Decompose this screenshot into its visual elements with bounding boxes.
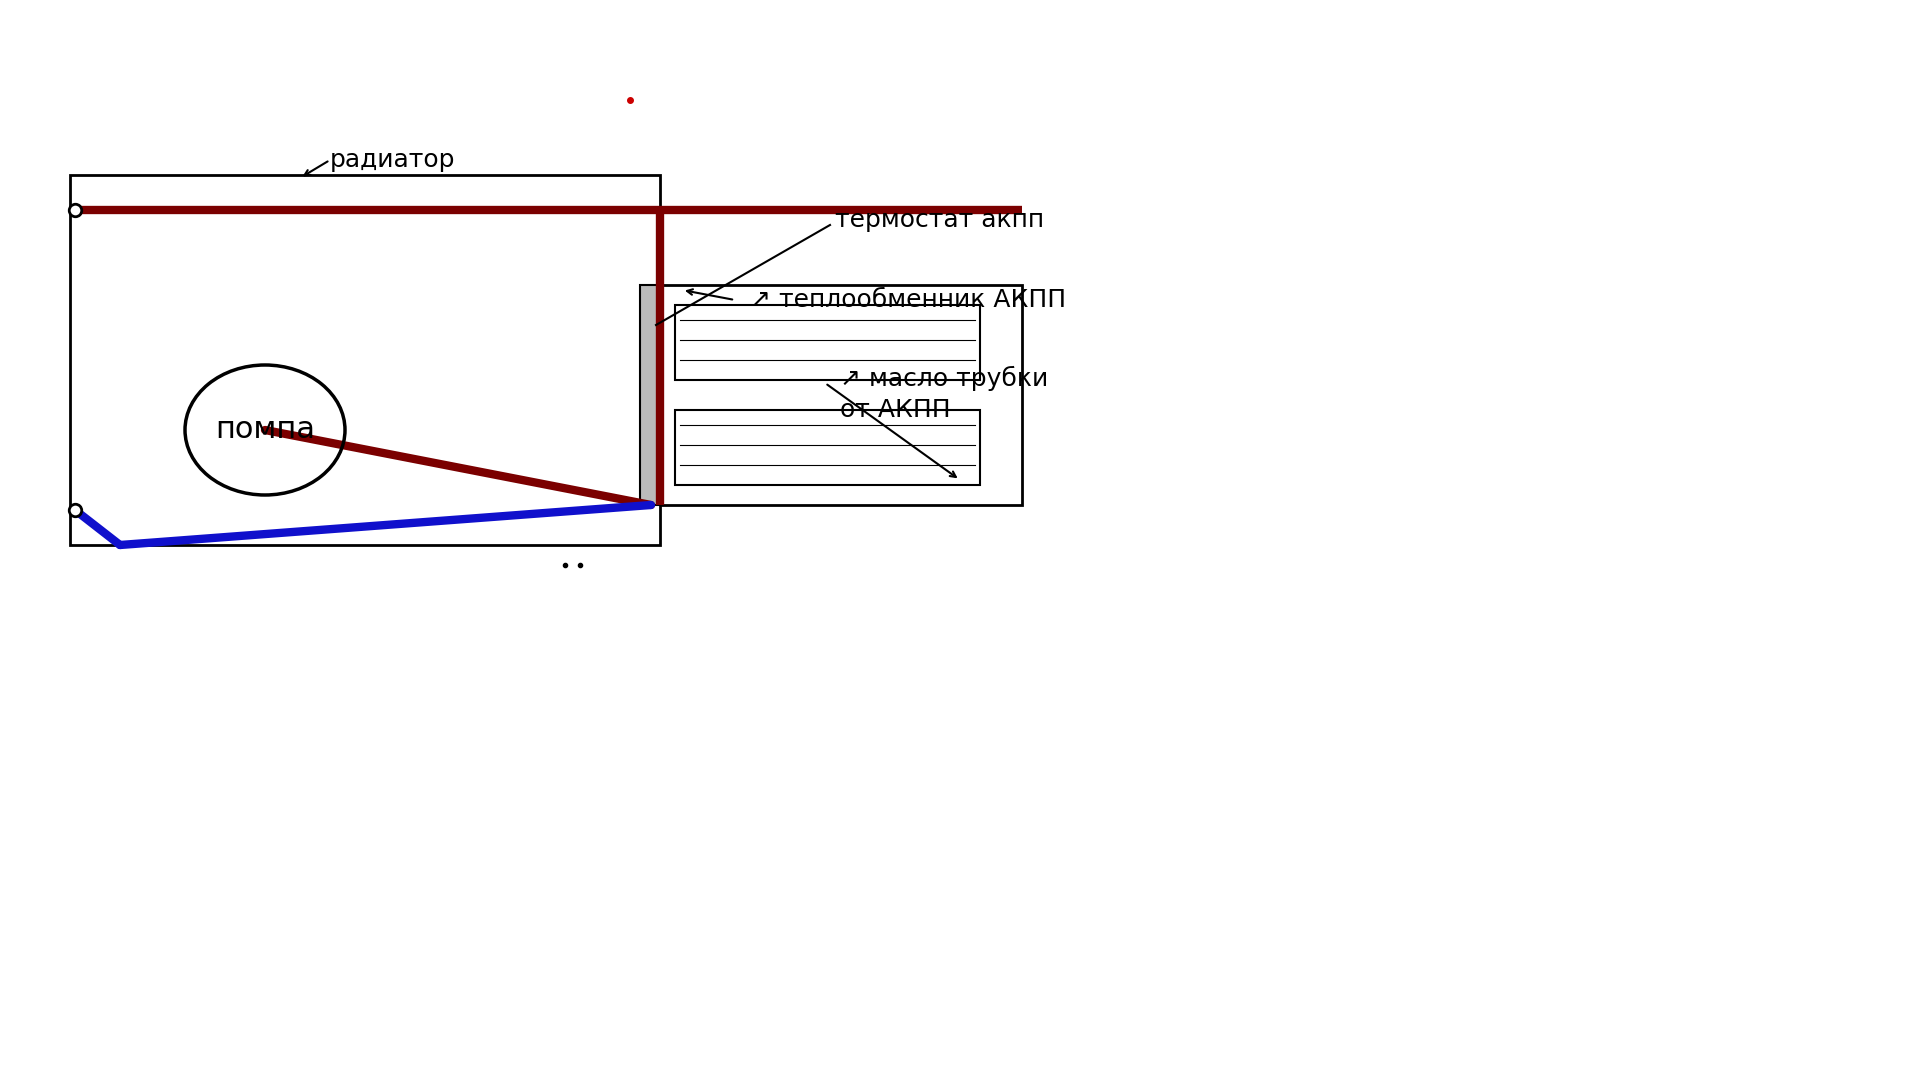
Bar [662, 285, 1021, 505]
Text: радиатор: радиатор [330, 148, 455, 172]
Text: ↗ теплообменник АКПП: ↗ теплообменник АКПП [751, 288, 1066, 312]
Bar [676, 305, 979, 380]
Bar [676, 410, 979, 485]
Text: от АКПП: от АКПП [841, 399, 950, 422]
Bar [69, 175, 660, 545]
Text: помпа: помпа [215, 416, 315, 445]
Bar [639, 285, 662, 505]
Text: термостат акпп: термостат акпп [835, 208, 1044, 232]
Text: ↗ масло трубки: ↗ масло трубки [841, 365, 1048, 391]
